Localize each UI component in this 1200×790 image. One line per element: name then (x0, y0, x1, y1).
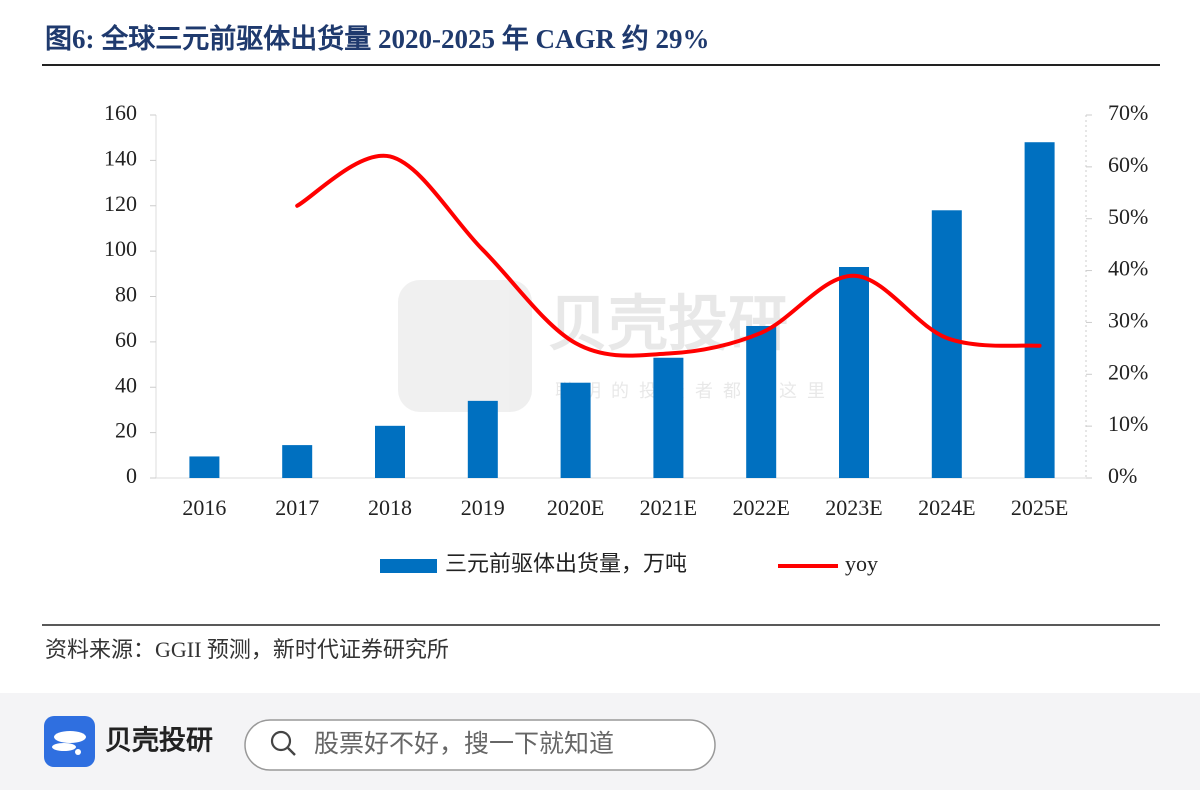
x-tick-label: 2019 (461, 495, 505, 520)
watermark-logo (398, 280, 532, 412)
app-logo-icon (52, 731, 86, 755)
y-tick-label: 60 (115, 327, 137, 352)
search-icon-handle (287, 747, 296, 756)
x-tick-label: 2023E (825, 495, 882, 520)
y2-tick-label: 40% (1108, 256, 1148, 281)
y2-tick-label: 70% (1108, 100, 1148, 125)
x-tick-label: 2020E (547, 495, 604, 520)
x-tick-label: 2025E (1011, 495, 1068, 520)
y2-tick-label: 50% (1108, 204, 1148, 229)
bar (467, 400, 498, 478)
y-tick-label: 40 (115, 372, 137, 397)
legend-swatch (380, 559, 437, 573)
watermark-slogan: 聪明的投资者都在这里 (555, 381, 835, 401)
line (295, 153, 1042, 358)
x-tick-label: 2021E (640, 495, 697, 520)
bar (560, 382, 591, 478)
y-tick-label: 0 (126, 463, 137, 488)
bar (1024, 142, 1055, 478)
chart-title: 图6: 全球三元前驱体出货量 2020-2025 年 CAGR 约 29% (45, 23, 709, 54)
x-tick-label: 2022E (732, 495, 789, 520)
y-tick-label: 100 (104, 236, 137, 261)
y-tick-label: 80 (115, 282, 137, 307)
y2-tick-label: 10% (1108, 411, 1148, 436)
search-box[interactable] (244, 719, 716, 771)
y-tick-label: 120 (104, 191, 137, 216)
y2-tick-label: 20% (1108, 359, 1148, 384)
bar (189, 456, 220, 478)
x-tick-label: 2016 (182, 495, 226, 520)
y-tick-label: 20 (115, 418, 137, 443)
bar (653, 357, 684, 478)
bar (746, 325, 777, 478)
x-tick-label: 2017 (275, 495, 319, 520)
bar (375, 425, 405, 478)
app-brand: 贝壳投研 (105, 726, 213, 757)
y2-tick-label: 0% (1108, 463, 1137, 488)
legend-label: yoy (845, 551, 878, 576)
x-tick-label: 2018 (368, 495, 412, 520)
search-placeholder: 股票好不好，搜一下就知道 (314, 729, 614, 758)
search-icon (270, 730, 292, 752)
source: 资料来源：GGII 预测，新时代证券研究所 (45, 637, 449, 662)
y-tick-label: 160 (104, 100, 137, 125)
y-tick-label: 140 (104, 145, 137, 170)
bar (282, 445, 313, 478)
bar (931, 210, 962, 478)
bar (839, 267, 869, 478)
y2-tick-label: 30% (1108, 307, 1148, 332)
y2-tick-label: 60% (1108, 152, 1148, 177)
x-tick-label: 2024E (918, 495, 975, 520)
legend-label: 三元前驱体出货量，万吨 (445, 551, 687, 576)
